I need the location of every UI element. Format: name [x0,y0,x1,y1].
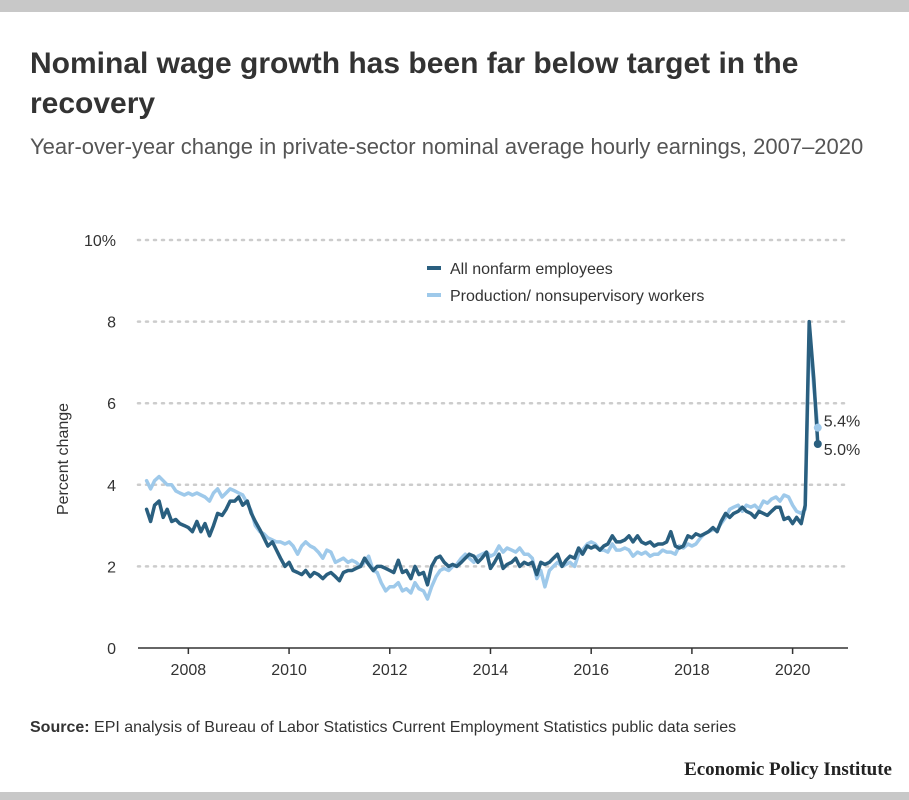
bottom-border [0,792,909,800]
y-tick-label: 10% [84,233,116,250]
x-tick-label: 2010 [271,662,307,679]
y-tick-label: 0 [107,641,116,658]
chart-subtitle: Year-over-year change in private-sector … [30,134,864,159]
legend-label-all-nonfarm: All nonfarm employees [450,261,613,278]
y-tick-label: 2 [107,559,116,576]
end-label-all-nonfarm: 5.0% [824,442,860,459]
source-label: Source: [30,719,90,736]
x-tick-label: 2018 [674,662,710,679]
end-label-production: 5.4% [824,414,860,431]
x-tick-label: 2012 [372,662,408,679]
y-tick-label: 8 [107,315,116,332]
line-chart: 0 2 4 6 8 10% 2008 2010 2012 2014 2016 2018 2020 Perc… [55,233,860,679]
x-tick-label: 2008 [171,662,207,679]
y-tick-label: 4 [107,478,116,495]
x-tick-label: 2016 [573,662,609,679]
y-axis-title: Percent change [55,403,72,515]
y-tick-label: 6 [107,396,116,413]
x-tick-label: 2014 [473,662,509,679]
publisher-logo: Economic Policy Institute [684,759,892,780]
chart-title: Nominal wage growth has been far below t… [30,47,799,120]
x-tick-label: 2020 [775,662,811,679]
source-text: EPI analysis of Bureau of Labor Statisti… [89,719,737,736]
end-point-all-nonfarm [813,440,822,448]
end-point-production [813,423,822,432]
series-line-all-nonfarm [144,319,820,587]
source-note: Source: EPI analysis of Bureau of Labor … [30,719,890,737]
top-border [0,0,909,12]
legend-label-production: Production/ nonsupervisory workers [450,288,704,305]
